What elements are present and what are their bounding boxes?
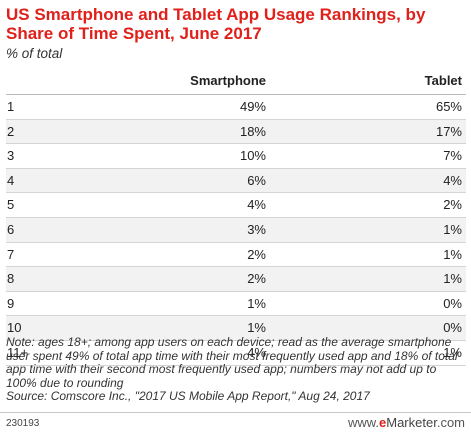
tablet-value: 1% [443, 344, 462, 360]
smartphone-value: 2% [247, 271, 266, 287]
tablet-value: 7% [443, 148, 462, 164]
tablet-value: 2% [443, 197, 462, 213]
source-text: Source: Comscore Inc., "2017 US Mobile A… [6, 389, 370, 403]
footer-divider [0, 412, 471, 413]
table-row: 5 4% 2% [6, 193, 466, 218]
table-row: 8 2% 1% [6, 267, 466, 292]
table-header: Smartphone Tablet [6, 68, 466, 95]
tablet-value: 17% [435, 123, 462, 139]
rank-label: 2 [7, 123, 15, 139]
brand-e: e [379, 415, 387, 430]
table-row: 2 18% 17% [6, 119, 466, 145]
table-row: 7 2% 1% [6, 243, 466, 268]
chart-subtitle: % of total [6, 46, 63, 61]
smartphone-value: 2% [247, 246, 266, 262]
note-text: Note: ages 18+; among app users on each … [6, 335, 458, 390]
table-row: 1 49% 65% [6, 95, 466, 120]
smartphone-value: 49% [239, 99, 266, 114]
smartphone-value: 10% [239, 148, 266, 164]
column-header-smartphone: Smartphone [190, 73, 266, 88]
rank-label: 10 [7, 320, 22, 336]
tablet-value: 1% [443, 246, 462, 262]
table-body: 1 49% 65% 2 18% 17% 3 10% 7% 4 6% 4% 5 4% 2% 6 3% 1% 7 2% 1%… [6, 95, 466, 366]
chart-id: 230193 [6, 418, 40, 429]
smartphone-value: 6% [247, 172, 266, 188]
table-row: 10 1% 0% [6, 316, 466, 341]
table-row: 3 10% 7% [6, 144, 466, 169]
table-row: 4 6% 4% [6, 168, 466, 194]
rank-label: 4 [7, 172, 15, 188]
tablet-value: 1% [443, 271, 462, 287]
smartphone-value: 4% [247, 197, 266, 213]
table-row: 9 1% 0% [6, 292, 466, 317]
tablet-value: 65% [435, 99, 462, 114]
smartphone-value: 4% [247, 344, 266, 360]
chart-title: US Smartphone and Tablet App Usage Ranki… [6, 5, 426, 43]
rank-label: 6 [7, 221, 15, 237]
rank-label: 7 [7, 246, 15, 262]
rank-label: 3 [7, 148, 15, 164]
emarketer-logo[interactable]: www.eMarketer.com [348, 415, 465, 430]
brand-prefix: www. [347, 415, 380, 430]
data-table: Smartphone Tablet 1 49% 65% 2 18% 17% 3 10% 7% 4 6… [6, 68, 466, 366]
brand-suffix: .com [436, 415, 465, 430]
rank-label: 11+ [7, 344, 29, 360]
rank-label: 1 [7, 99, 15, 114]
tablet-value: 0% [443, 295, 462, 311]
smartphone-value: 1% [247, 320, 266, 336]
rank-label: 5 [7, 197, 15, 213]
rank-label: 8 [7, 271, 15, 287]
table-row: 11+ 4% 1% [6, 341, 466, 366]
footnote: Note: ages 18+; among app users on each … [6, 335, 468, 404]
tablet-value: 0% [443, 320, 462, 336]
smartphone-value: 18% [239, 123, 266, 139]
smartphone-value: 1% [247, 295, 266, 311]
tablet-value: 1% [443, 221, 462, 237]
tablet-value: 4% [443, 172, 462, 188]
column-header-tablet: Tablet [424, 73, 462, 88]
rank-label: 9 [7, 295, 15, 311]
brand-name: Marketer [386, 415, 437, 430]
smartphone-value: 3% [247, 221, 266, 237]
table-row: 6 3% 1% [6, 217, 466, 243]
